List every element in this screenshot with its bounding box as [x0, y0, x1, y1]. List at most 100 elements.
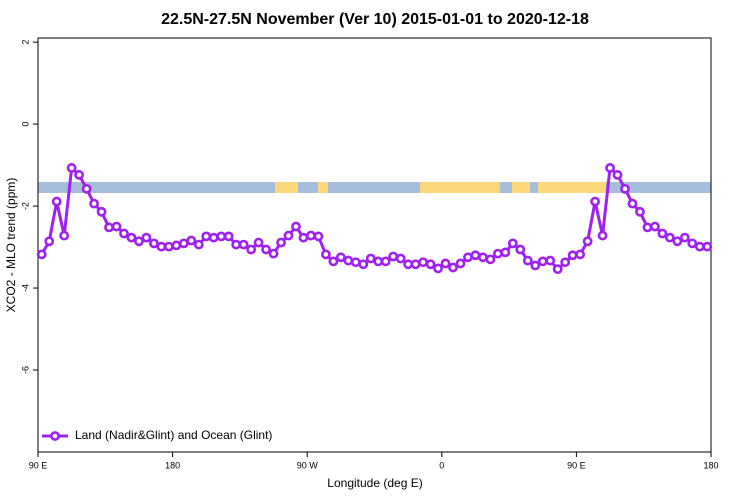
- y-tick-label: -2: [20, 202, 30, 210]
- point: [313, 231, 324, 242]
- point: [418, 257, 429, 268]
- point: [261, 244, 271, 255]
- point: [679, 232, 690, 243]
- point: [119, 228, 129, 239]
- point: [283, 230, 294, 241]
- point: [545, 255, 556, 266]
- point: [425, 259, 436, 270]
- x-tick-label: 90 E: [567, 460, 586, 470]
- point: [320, 249, 331, 260]
- point: [657, 228, 668, 239]
- point: [463, 252, 473, 263]
- point: [642, 222, 653, 233]
- point: [89, 198, 99, 209]
- point: [201, 231, 212, 242]
- point: [141, 232, 152, 243]
- point: [306, 230, 316, 241]
- point: [507, 238, 518, 249]
- point: [492, 248, 503, 259]
- legend-label: Land (Nadir&Glint) and Ocean (Glint): [75, 428, 272, 442]
- point: [81, 183, 92, 194]
- point: [575, 249, 586, 260]
- point: [134, 236, 144, 247]
- point: [537, 256, 548, 267]
- point: [455, 258, 466, 269]
- point: [552, 264, 563, 275]
- point: [664, 232, 675, 243]
- point: [74, 170, 85, 180]
- point: [672, 236, 683, 247]
- land-ocean-strip: [38, 182, 711, 193]
- point: [635, 206, 645, 217]
- point: [597, 230, 608, 241]
- point: [403, 259, 414, 270]
- point: [522, 255, 533, 266]
- point: [702, 241, 713, 252]
- point: [104, 222, 114, 233]
- point: [627, 198, 638, 209]
- point: [350, 257, 361, 268]
- point: [268, 248, 279, 259]
- point: [687, 238, 698, 249]
- point: [515, 244, 526, 255]
- point: [216, 231, 227, 242]
- point: [208, 232, 219, 243]
- point: [253, 237, 264, 248]
- point: [373, 256, 384, 267]
- point: [620, 183, 630, 194]
- point: [291, 221, 301, 232]
- point: [433, 263, 443, 274]
- point: [276, 237, 286, 248]
- point: [650, 221, 660, 232]
- point: [186, 235, 197, 246]
- point: [410, 259, 421, 270]
- point: [500, 247, 511, 258]
- point: [328, 256, 339, 267]
- x-tick-label: 180: [703, 460, 718, 470]
- point: [440, 258, 451, 269]
- point: [358, 259, 369, 270]
- point: [485, 254, 496, 265]
- point: [582, 236, 593, 247]
- point: [470, 250, 481, 261]
- point: [590, 196, 600, 207]
- y-tick-label: -6: [20, 366, 30, 374]
- y-tick-label: 0: [20, 122, 30, 127]
- point: [694, 241, 705, 252]
- point: [605, 163, 615, 173]
- point: [335, 252, 346, 263]
- point: [530, 260, 541, 271]
- point: [51, 196, 62, 207]
- point: [395, 253, 406, 264]
- x-tick-label: 90 W: [297, 460, 319, 470]
- point: [298, 232, 309, 243]
- point: [246, 244, 257, 255]
- point: [171, 240, 182, 251]
- point: [178, 238, 189, 249]
- point: [343, 255, 354, 266]
- y-axis-label: XCO2 - MLO trend (ppm): [4, 178, 18, 313]
- x-axis-label: Longitude (deg E): [327, 476, 422, 490]
- chart-title: 22.5N-27.5N November (Ver 10) 2015-01-01…: [161, 11, 589, 28]
- point: [156, 241, 167, 252]
- point: [388, 251, 399, 262]
- point: [126, 232, 137, 243]
- point: [44, 236, 55, 247]
- point: [111, 221, 122, 232]
- point: [96, 206, 107, 217]
- point: [223, 231, 234, 242]
- x-tick-label: 90 E: [29, 460, 48, 470]
- point: [478, 252, 488, 263]
- y-tick-label: -4: [20, 284, 30, 292]
- point: [560, 257, 571, 268]
- point: [231, 239, 242, 250]
- point: [448, 262, 458, 273]
- y-tick-label: 2: [20, 40, 30, 45]
- x-tick-label: 180: [165, 460, 180, 470]
- point: [149, 238, 159, 249]
- point: [66, 163, 77, 173]
- legend-marker: [50, 431, 60, 441]
- x-tick-label: 0: [439, 460, 444, 470]
- point: [365, 253, 376, 264]
